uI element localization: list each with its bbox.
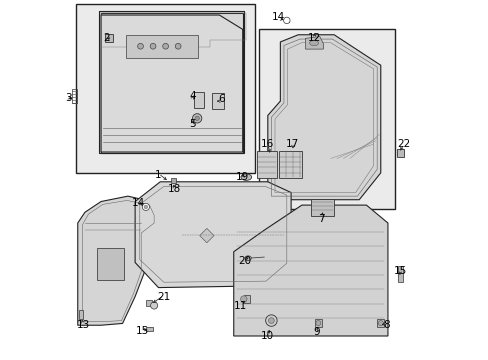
- Text: 4: 4: [189, 91, 195, 101]
- Bar: [171, 178, 176, 183]
- Circle shape: [195, 116, 199, 121]
- Bar: [145, 300, 152, 306]
- Text: 3: 3: [64, 93, 71, 103]
- Bar: [76, 4, 255, 173]
- Polygon shape: [99, 12, 244, 45]
- Bar: [72, 89, 77, 103]
- Polygon shape: [305, 37, 323, 49]
- Bar: [79, 310, 83, 319]
- Text: 8: 8: [382, 320, 388, 330]
- Bar: [257, 151, 276, 178]
- Circle shape: [268, 318, 274, 323]
- Polygon shape: [101, 15, 242, 152]
- Text: 1: 1: [155, 170, 162, 180]
- Ellipse shape: [241, 174, 251, 180]
- Bar: [126, 35, 198, 58]
- Bar: [278, 151, 301, 178]
- Text: 5: 5: [189, 120, 195, 129]
- Circle shape: [240, 296, 246, 302]
- Text: 17: 17: [285, 139, 299, 149]
- Text: 18: 18: [167, 184, 181, 194]
- Circle shape: [283, 17, 289, 24]
- Polygon shape: [101, 13, 242, 153]
- Ellipse shape: [309, 40, 318, 46]
- Circle shape: [378, 320, 383, 325]
- Bar: [314, 319, 321, 327]
- Text: 2: 2: [103, 33, 109, 43]
- Polygon shape: [99, 12, 244, 153]
- Circle shape: [265, 315, 277, 326]
- Bar: [244, 296, 249, 303]
- Text: 7: 7: [318, 215, 324, 224]
- Circle shape: [150, 43, 156, 49]
- Circle shape: [144, 205, 147, 209]
- Text: 22: 22: [397, 139, 410, 149]
- Circle shape: [315, 320, 320, 325]
- Circle shape: [142, 203, 149, 211]
- Circle shape: [163, 43, 168, 49]
- Text: 12: 12: [307, 33, 321, 43]
- Bar: [97, 248, 124, 280]
- Circle shape: [150, 302, 158, 309]
- Bar: [397, 266, 403, 282]
- Text: 15: 15: [135, 326, 149, 336]
- Circle shape: [175, 43, 181, 49]
- Bar: [376, 319, 384, 327]
- Text: 14: 14: [132, 198, 145, 208]
- Bar: [396, 149, 403, 157]
- Text: 9: 9: [312, 327, 319, 337]
- Text: 19: 19: [236, 172, 249, 182]
- Circle shape: [192, 114, 202, 123]
- Text: 21: 21: [157, 292, 170, 302]
- Polygon shape: [78, 196, 156, 325]
- Text: 11: 11: [234, 301, 247, 311]
- Polygon shape: [199, 228, 214, 243]
- Bar: [194, 92, 204, 108]
- Bar: [310, 199, 333, 216]
- Text: 10: 10: [261, 331, 274, 341]
- Ellipse shape: [244, 256, 251, 261]
- Text: 14: 14: [271, 12, 285, 22]
- Text: 15: 15: [393, 266, 407, 276]
- Circle shape: [137, 43, 143, 49]
- Text: 6: 6: [218, 94, 224, 104]
- Text: 20: 20: [238, 256, 250, 266]
- Polygon shape: [135, 182, 290, 288]
- Text: 13: 13: [76, 320, 90, 330]
- Polygon shape: [233, 205, 387, 336]
- Bar: [212, 93, 223, 109]
- Bar: [145, 327, 153, 331]
- Bar: [258, 30, 394, 209]
- Text: 16: 16: [261, 139, 274, 149]
- Polygon shape: [267, 35, 380, 200]
- Bar: [104, 34, 112, 42]
